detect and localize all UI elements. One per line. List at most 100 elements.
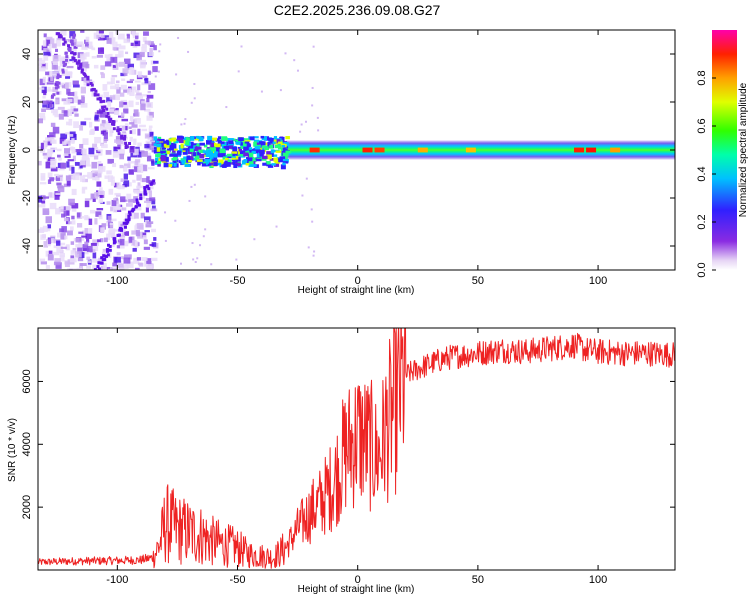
heat-cell: [42, 96, 46, 99]
heat-dot: [225, 106, 228, 109]
heat-cell: [127, 161, 135, 164]
heat-patch-cell: [270, 149, 275, 154]
heat-patch-cell: [273, 136, 278, 140]
heat-streak-cell: [73, 52, 77, 56]
heat-cell: [43, 54, 49, 61]
colorbar-tick-label: 0.6: [696, 118, 708, 133]
heat-cell: [41, 45, 48, 51]
heat-patch-cell: [178, 160, 183, 164]
heat-cell: [136, 222, 144, 229]
heat-cell: [53, 261, 61, 266]
heat-cell: [38, 66, 46, 72]
heat-cell: [140, 103, 146, 111]
heat-cell: [85, 36, 90, 43]
heat-cell: [106, 267, 111, 270]
heat-cell: [100, 123, 105, 129]
heat-streak-cell: [137, 203, 141, 207]
heat-cell: [123, 163, 131, 169]
x-tick-label: -50: [230, 275, 246, 287]
heat-patch-cell: [217, 139, 223, 145]
heat-cell: [92, 258, 99, 263]
heat-cell: [79, 252, 85, 259]
heat-cell: [115, 198, 119, 205]
heat-dot: [154, 75, 157, 78]
heat-cell: [42, 142, 47, 149]
heat-cell: [68, 59, 76, 62]
heat-cell: [47, 172, 53, 178]
heat-cell: [120, 84, 127, 90]
heat-patch-cell: [231, 151, 238, 154]
heat-cell: [146, 266, 153, 270]
heat-cell: [83, 77, 90, 83]
heat-patch-cell: [157, 136, 162, 141]
heat-cell: [91, 171, 98, 178]
heat-cell: [96, 54, 103, 58]
heat-cell: [113, 198, 117, 201]
heat-cell: [115, 110, 120, 115]
heat-cell: [112, 47, 117, 51]
heat-cell: [52, 58, 58, 65]
heat-patch-cell: [244, 141, 250, 144]
heat-cell: [97, 239, 101, 243]
heat-cell: [61, 226, 67, 233]
heat-cell: [61, 98, 67, 102]
heat-patch-cell: [174, 140, 179, 143]
heat-cell: [129, 136, 133, 142]
heat-cell: [43, 156, 48, 159]
heat-patch-cell: [265, 161, 271, 165]
heat-cell: [73, 46, 78, 49]
heat-cell: [65, 205, 72, 211]
heat-cell: [144, 259, 148, 267]
heat-cell: [42, 152, 49, 156]
heat-cell: [78, 241, 82, 247]
heat-dot: [179, 262, 182, 265]
heat-cell: [46, 269, 53, 270]
heat-streak-cell: [80, 70, 84, 74]
heat-cell: [123, 108, 129, 114]
heat-cell: [69, 258, 77, 263]
heat-cell: [123, 89, 130, 93]
heat-patch-cell: [231, 159, 236, 162]
heat-cell: [85, 52, 90, 57]
heat-cell: [77, 255, 84, 262]
heat-cell: [119, 92, 125, 97]
heat-cell: [42, 196, 49, 199]
heat-cell: [63, 140, 71, 146]
heat-cell: [40, 63, 46, 69]
heat-cell: [136, 174, 142, 181]
heat-cell: [42, 40, 47, 47]
heat-cell: [88, 147, 95, 155]
heat-patch-cell: [276, 139, 281, 144]
heat-streak-cell: [52, 93, 56, 97]
heat-patch-cell: [176, 154, 181, 157]
heat-cell: [130, 119, 135, 125]
heat-cell: [121, 112, 125, 118]
heat-patch-cell: [269, 158, 274, 161]
heat-cell: [146, 155, 152, 162]
heat-patch-cell: [224, 157, 229, 161]
heat-cell: [88, 41, 93, 49]
heat-cell: [119, 101, 124, 108]
heat-cell: [141, 43, 147, 48]
heat-cell: [88, 260, 92, 264]
heat-patch-cell: [251, 164, 257, 167]
heat-patch-cell: [172, 160, 177, 166]
spectrogram-y-ticks: -40 -20 0 20 40: [21, 48, 675, 254]
heat-cell: [98, 257, 104, 265]
heat-patch-cell: [277, 141, 283, 144]
heat-cell: [121, 207, 127, 211]
heat-streak-cell: [77, 66, 81, 70]
heat-cell: [105, 150, 112, 155]
heat-cell: [49, 38, 55, 45]
heat-streak-cell: [117, 233, 121, 237]
heat-streak-cell: [105, 107, 109, 111]
heat-patch-cell: [254, 145, 260, 150]
heat-patch-cell: [226, 153, 233, 157]
heat-patch-cell: [173, 153, 178, 159]
heat-cell: [147, 186, 154, 190]
heat-streak-cell: [70, 41, 74, 45]
heat-cell: [97, 47, 105, 54]
heat-cell: [117, 140, 124, 144]
heat-patch-cell: [241, 150, 247, 154]
heat-cell: [120, 223, 127, 227]
